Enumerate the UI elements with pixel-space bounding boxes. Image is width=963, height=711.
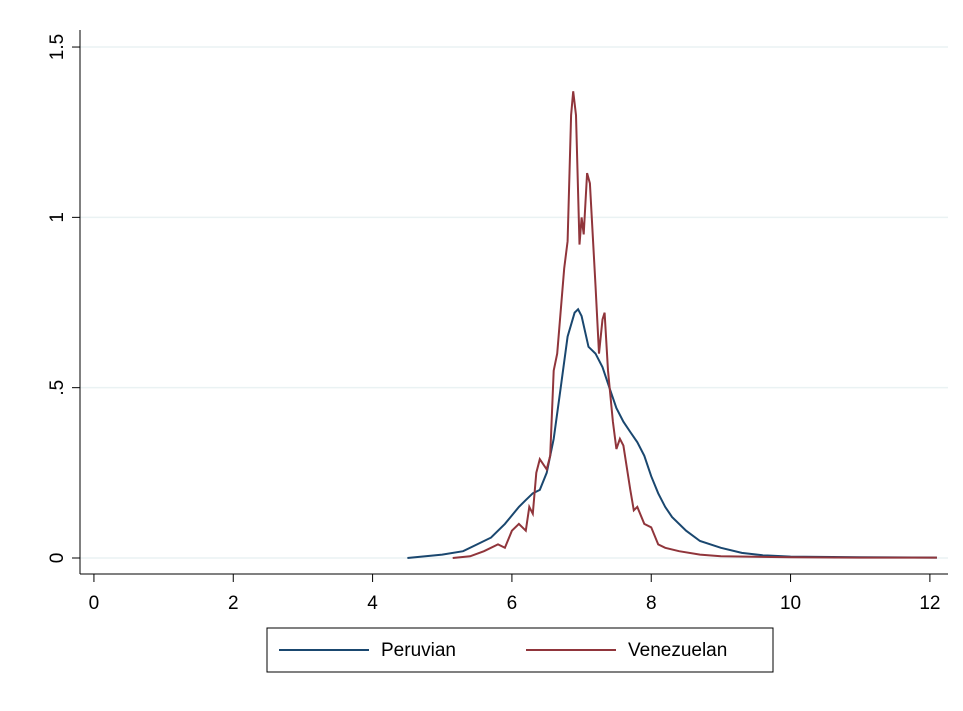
x-tick-label: 4 [367,593,378,614]
y-tick-label: 1 [47,212,68,223]
line-series [407,307,937,559]
legend-label: Peruvian [381,640,456,661]
x-tick-label: 0 [89,593,100,614]
line-series [452,91,937,559]
x-tick-label: 10 [780,593,801,614]
x-tick-label: 8 [646,593,657,614]
x-tick-label: 2 [228,593,239,614]
y-tick-label: .5 [47,380,68,396]
y-tick-label: 0 [47,553,68,564]
x-tick-label: 12 [919,593,940,614]
legend-label: Venezuelan [628,640,727,661]
x-tick-label: 6 [507,593,518,614]
y-tick-label: 1.5 [47,34,68,60]
